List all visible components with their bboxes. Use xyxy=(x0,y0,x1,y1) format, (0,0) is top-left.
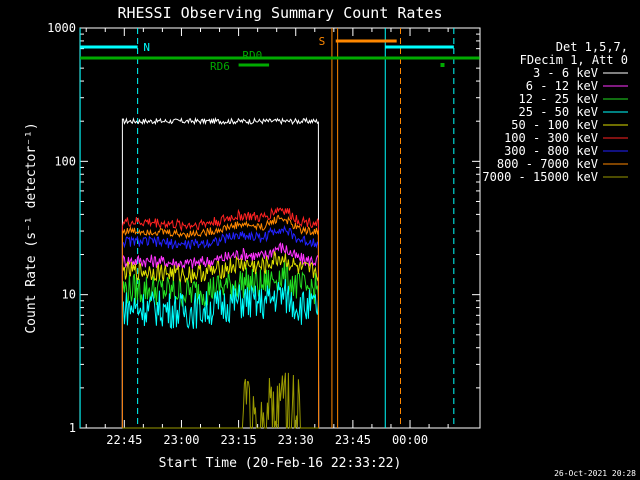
x-tick-label: 23:15 xyxy=(221,433,257,447)
y-tick-label: 100 xyxy=(54,154,76,168)
x-tick-label: 23:00 xyxy=(163,433,199,447)
y-tick-label: 1 xyxy=(69,421,76,435)
legend-entry: 50 - 100 keV xyxy=(511,118,598,132)
series-6-12kev xyxy=(121,241,320,429)
series-7000-15000kev xyxy=(122,372,319,429)
night-label: N xyxy=(143,41,150,54)
x-tick-label: 22:45 xyxy=(106,433,142,447)
chart-title: RHESSI Observing Summary Count Rates xyxy=(117,4,442,22)
legend-entry: 100 - 300 keV xyxy=(504,131,598,145)
series-100-300kev xyxy=(121,207,320,429)
plot-frame xyxy=(79,27,481,429)
legend-header: Det 1,5,7, xyxy=(556,40,628,54)
legend-entry: 6 - 12 keV xyxy=(526,79,598,93)
y-axis-label: Count Rate (s⁻¹ detector⁻¹) xyxy=(24,122,39,333)
legend-entry: 12 - 25 keV xyxy=(519,92,598,106)
series-50-100kev xyxy=(121,251,320,429)
x-tick-label: 23:45 xyxy=(335,433,371,447)
legend-header: FDecim 1, Att 0 xyxy=(520,53,628,67)
rd6-label: RD6 xyxy=(210,60,230,73)
legend-entry: 25 - 50 keV xyxy=(519,105,598,119)
legend-entry: 3 - 6 keV xyxy=(533,66,598,80)
x-tick-label: 23:30 xyxy=(278,433,314,447)
series-25-50kev xyxy=(121,279,320,429)
y-tick-label: 1000 xyxy=(47,21,76,35)
x-axis-label: Start Time (20-Feb-16 22:33:22) xyxy=(159,456,402,471)
x-tick-label: 00:00 xyxy=(392,433,428,447)
rd-marker xyxy=(440,63,445,67)
series-300-800kev xyxy=(121,224,320,429)
saa-label: S xyxy=(319,35,326,48)
series-800-7000kev xyxy=(121,214,320,429)
plot-area: 1 10 100 1000 22:45 23:00 23:15 23:30 23:45 00:00… xyxy=(47,21,481,447)
y-tick-label: 10 xyxy=(62,288,76,302)
legend-entry: 300 - 800 keV xyxy=(504,144,598,158)
legend-entry: 800 - 7000 keV xyxy=(497,157,598,171)
rd0-label: RD0 xyxy=(242,49,262,62)
legend-entry: 7000 - 15000 keV xyxy=(482,170,598,184)
series-3-6kev xyxy=(121,116,320,429)
footer-timestamp: 26-Oct-2021 20:28 xyxy=(554,469,636,478)
